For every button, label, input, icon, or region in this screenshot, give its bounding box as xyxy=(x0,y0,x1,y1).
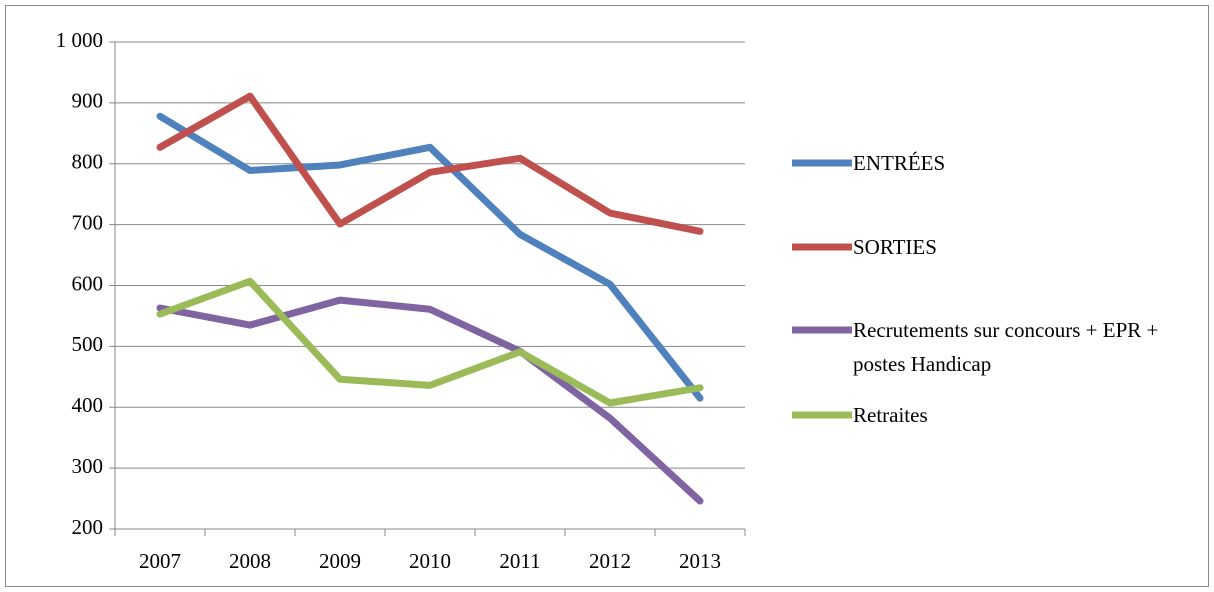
series-line xyxy=(156,277,704,407)
chart-border xyxy=(5,5,1209,587)
series-line xyxy=(156,112,704,402)
legend-label: ENTRÉES xyxy=(853,151,946,175)
x-tick-label: 2008 xyxy=(229,549,271,573)
legend-label: Recrutements sur concours + EPR + postes… xyxy=(853,318,1159,376)
x-tick-label: 2011 xyxy=(499,549,540,573)
y-tick-label: 500 xyxy=(72,332,104,356)
y-tick-label: 200 xyxy=(72,515,104,539)
y-tick-label: 300 xyxy=(72,454,104,478)
y-tick-label: 400 xyxy=(72,393,104,417)
x-tick-label: 2010 xyxy=(409,549,451,573)
y-tick-label: 800 xyxy=(72,150,104,174)
x-tick-label: 2012 xyxy=(589,549,631,573)
x-tick-label: 2013 xyxy=(679,549,721,573)
y-tick-label: 900 xyxy=(72,89,104,113)
y-tick-label: 1 000 xyxy=(56,28,103,52)
series-line xyxy=(156,92,704,235)
x-tick-label: 2007 xyxy=(139,549,181,573)
y-tick-label: 600 xyxy=(72,271,104,295)
x-tick-label: 2009 xyxy=(319,549,361,573)
legend-label: Retraites xyxy=(853,403,928,427)
y-tick-label: 700 xyxy=(72,210,104,234)
series-line xyxy=(156,296,704,505)
legend-label: SORTIES xyxy=(853,235,937,259)
